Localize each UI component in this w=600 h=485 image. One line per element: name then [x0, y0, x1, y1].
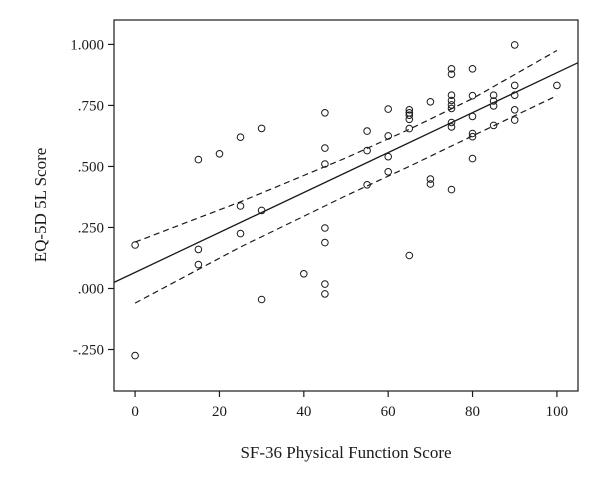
data-point: [194, 155, 203, 164]
y-axis: 1.000 .750 .500 .250 .000 -.250: [70, 37, 114, 359]
ci-upper-line: [134, 49, 558, 243]
data-point: [236, 133, 245, 141]
data-point: [468, 132, 477, 141]
ci-lower-line: [134, 95, 558, 304]
data-point: [363, 181, 371, 189]
data-point: [215, 150, 224, 158]
y-tick-label: .250: [78, 220, 104, 236]
data-point: [257, 295, 266, 304]
data-point: [405, 251, 414, 260]
data-point: [194, 260, 203, 269]
x-tick-label: 80: [465, 404, 480, 420]
data-point: [468, 154, 477, 163]
data-point: [510, 106, 519, 114]
y-tick-label: -.250: [73, 343, 104, 359]
data-point: [468, 91, 477, 100]
data-point: [300, 270, 308, 278]
confidence-interval: [134, 49, 558, 304]
data-point: [510, 91, 519, 99]
data-point: [447, 185, 456, 194]
data-point: [257, 124, 266, 133]
data-point: [321, 280, 329, 288]
data-point: [363, 127, 371, 135]
y-tick-label: .000: [78, 281, 104, 297]
data-point: [447, 91, 456, 99]
data-point: [131, 241, 139, 249]
data-point: [468, 65, 477, 73]
y-axis-title: EQ-5D 5L Score: [31, 148, 50, 263]
data-point: [447, 65, 456, 73]
x-tick-label: 100: [546, 404, 569, 420]
y-tick-label: .750: [78, 98, 104, 114]
data-point: [321, 109, 329, 117]
x-tick-label: 20: [212, 404, 227, 420]
data-point: [384, 152, 393, 161]
data-point: [510, 41, 519, 49]
data-point: [447, 70, 456, 78]
data-point: [236, 202, 245, 210]
data-point: [321, 290, 329, 298]
data-point: [426, 175, 435, 183]
plot-border: [113, 19, 579, 392]
data-point: [447, 101, 456, 109]
data-point: [405, 106, 414, 114]
data-point: [510, 81, 519, 90]
x-tick-label: 0: [131, 404, 139, 420]
data-point: [489, 121, 498, 130]
data-point: [363, 146, 371, 155]
data-point: [384, 105, 393, 113]
x-tick-label: 60: [381, 404, 396, 420]
data-point: [321, 224, 329, 232]
regression-line: [113, 62, 579, 283]
data-point: [321, 144, 329, 152]
y-tick-label: .500: [78, 159, 104, 175]
data-point: [194, 245, 203, 254]
data-point: [468, 129, 477, 138]
data-point: [236, 229, 245, 238]
y-tick-label: 1.000: [70, 37, 104, 53]
data-points: [131, 41, 561, 360]
data-point: [489, 102, 498, 110]
data-point: [447, 104, 456, 113]
data-point: [321, 238, 329, 247]
data-point: [131, 351, 139, 360]
data-point: [405, 124, 414, 133]
data-point: [447, 118, 456, 127]
x-tick-label: 40: [296, 404, 311, 420]
fit-line: [113, 62, 579, 283]
data-point: [384, 168, 393, 176]
data-point: [468, 112, 477, 121]
x-axis-title: SF-36 Physical Function Score: [240, 443, 451, 462]
x-axis: 0 20 40 60 80 100: [131, 391, 568, 420]
data-point: [489, 91, 498, 99]
data-point: [257, 206, 266, 215]
data-point: [447, 96, 456, 105]
data-point: [426, 98, 435, 106]
data-point: [447, 123, 456, 131]
data-point: [405, 111, 414, 119]
data-point: [405, 115, 414, 124]
data-point: [321, 160, 329, 168]
data-point: [510, 116, 519, 124]
data-point: [426, 180, 435, 188]
data-point: [384, 132, 393, 140]
data-point: [489, 97, 498, 105]
plot-frame: [113, 19, 579, 392]
data-point: [553, 81, 561, 90]
